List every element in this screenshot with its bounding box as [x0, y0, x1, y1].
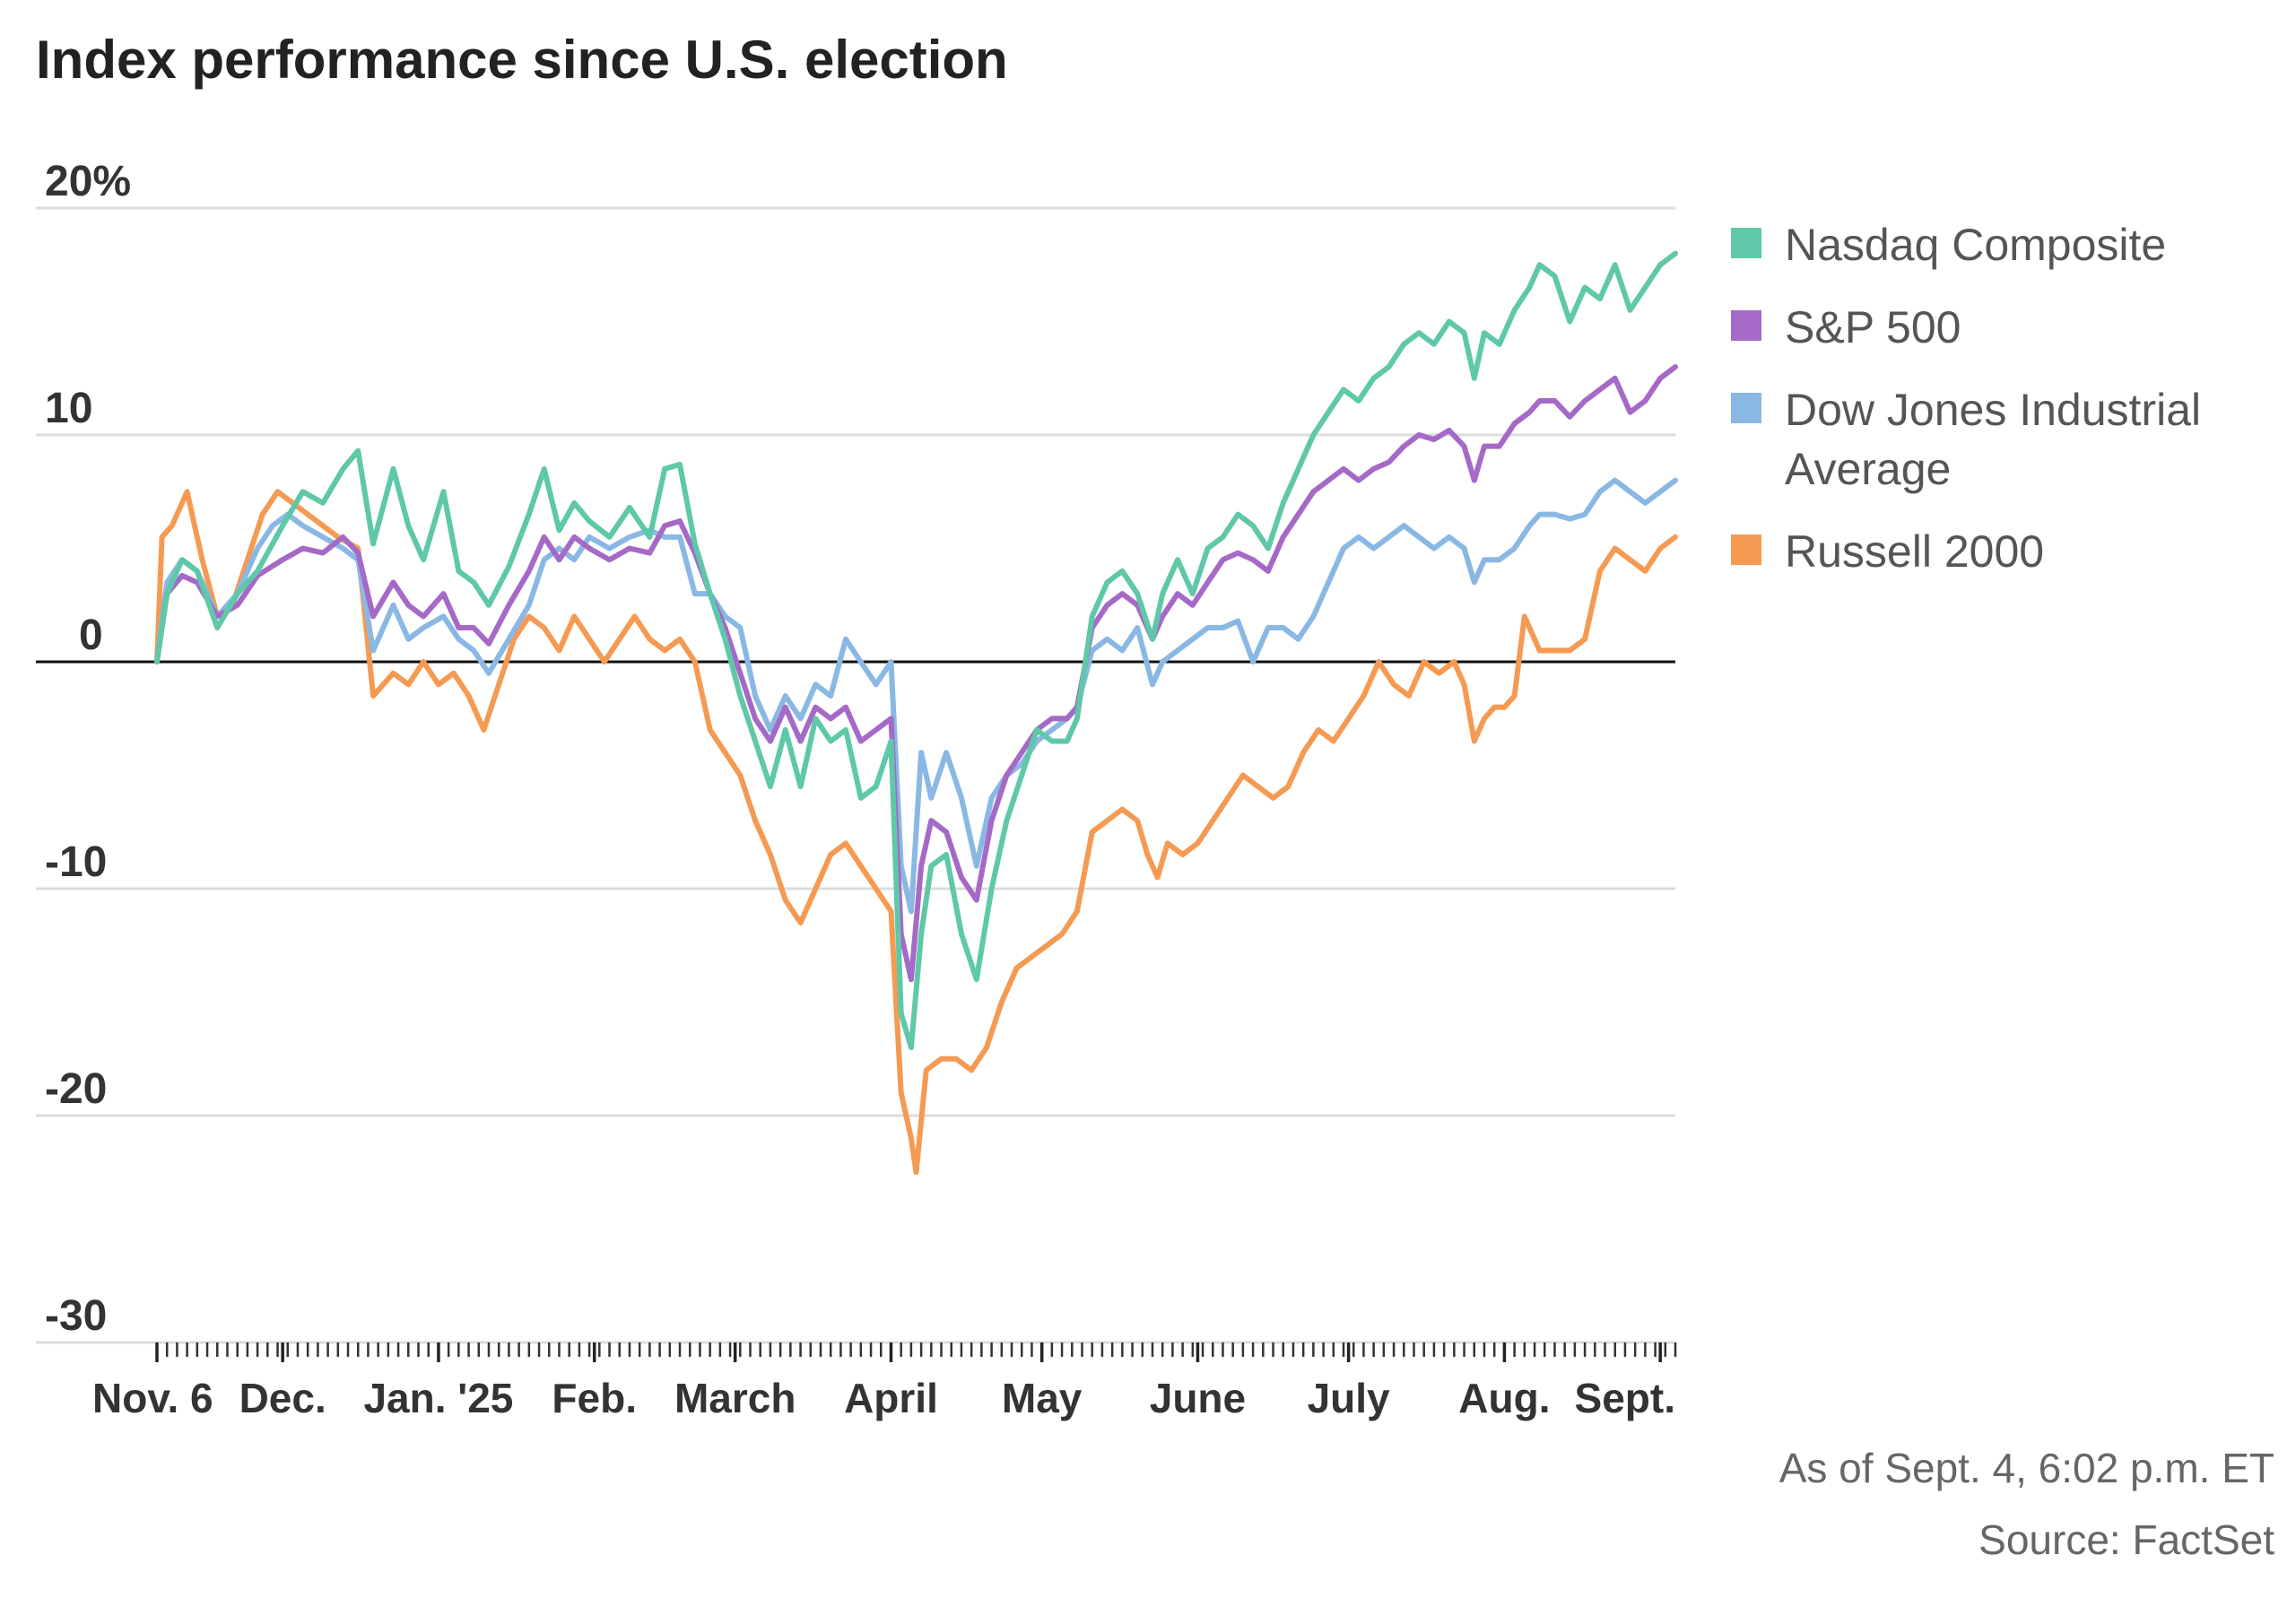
- x-axis: Nov. 6 Dec. Jan. '25 Feb. March April May June J…: [92, 1342, 1677, 1421]
- legend-item-dow: Dow Jones Industrial Average: [1731, 380, 2269, 499]
- x-tick-label: May: [1002, 1375, 1083, 1421]
- legend-label-nasdaq: Nasdaq Composite: [1785, 220, 2167, 270]
- y-tick-label: -30: [45, 1292, 107, 1340]
- legend-label-russell: Russell 2000: [1785, 526, 2045, 577]
- as-of-note: As of Sept. 4, 6:02 p.m. ET: [1779, 1445, 2274, 1491]
- series-line-dow-jones-industrial-average: [154, 477, 1678, 915]
- x-tick-label: July: [1308, 1375, 1390, 1421]
- y-axis-tick-labels: 20% 10 0 -10 -20 -30: [45, 158, 131, 1340]
- y-tick-label: -10: [45, 838, 107, 886]
- y-tick-label: 0: [79, 612, 103, 659]
- legend-swatch-russell: [1731, 534, 1761, 565]
- x-tick-label: June: [1150, 1375, 1246, 1421]
- legend-swatch-dow: [1731, 393, 1761, 423]
- series-line-nasdaq-composite: [154, 250, 1678, 1051]
- y-tick-label: 10: [45, 385, 92, 432]
- x-tick-label: Dec.: [239, 1375, 326, 1421]
- legend-swatch-nasdaq: [1731, 228, 1761, 258]
- legend-label-dow: Dow Jones Industrial Average: [1785, 385, 2202, 494]
- x-tick-label: Aug.: [1458, 1375, 1550, 1421]
- x-tick-label: Feb.: [552, 1375, 637, 1421]
- legend-item-russell: Russell 2000: [1731, 522, 2269, 581]
- legend-label-sp500: S&P 500: [1785, 302, 1961, 352]
- series-line-russell-2000: [154, 489, 1678, 1176]
- x-tick-label: Nov. 6: [92, 1375, 213, 1421]
- legend-item-nasdaq: Nasdaq Composite: [1731, 215, 2269, 274]
- x-tick-label: Sept.: [1575, 1375, 1675, 1421]
- y-tick-label: -20: [45, 1065, 107, 1113]
- source-note: Source: FactSet: [1979, 1516, 2274, 1563]
- legend-swatch-sp500: [1731, 310, 1761, 341]
- x-tick-label: April: [844, 1375, 938, 1421]
- gridlines: [36, 206, 1675, 1344]
- y-tick-label: 20%: [45, 158, 131, 205]
- series-lines: [154, 250, 1678, 1176]
- series-line-s-p-500: [154, 364, 1678, 983]
- x-tick-label: March: [674, 1375, 796, 1421]
- legend-item-sp500: S&P 500: [1731, 298, 2269, 357]
- x-tick-label: Jan. '25: [363, 1375, 513, 1421]
- chart-title: Index performance since U.S. election: [36, 30, 1008, 90]
- legend: Nasdaq Composite S&P 500 Dow Jones Indus…: [1731, 215, 2269, 604]
